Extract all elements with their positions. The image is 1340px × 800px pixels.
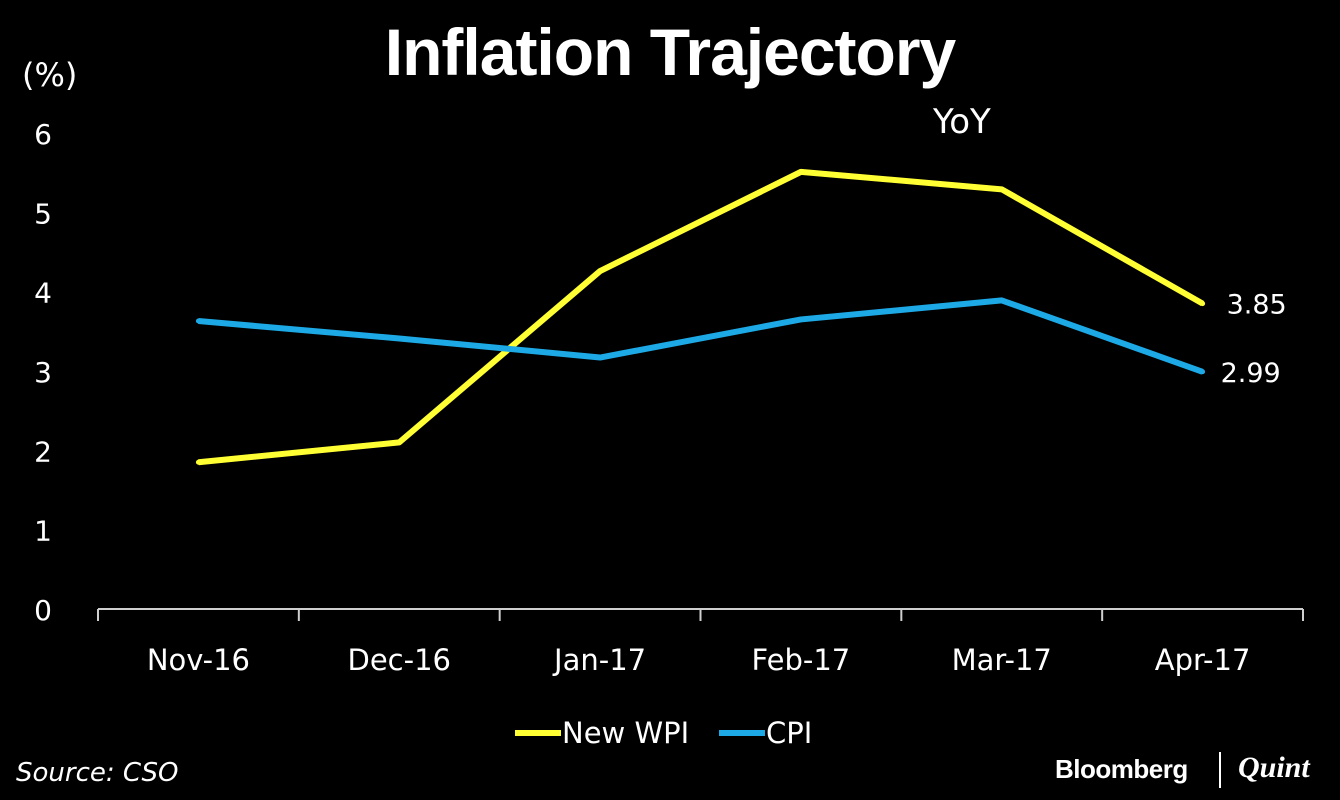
y-axis-label: (%) [22, 56, 78, 94]
x-tick-label: Apr-17 [1155, 643, 1251, 677]
x-tick-label: Nov-16 [147, 643, 250, 677]
legend-label: CPI [766, 716, 812, 750]
y-tick-label: 6 [34, 118, 52, 151]
y-tick-label: 4 [34, 277, 52, 310]
series-line-new-wpi [198, 168, 1205, 466]
data-point [999, 297, 1005, 303]
y-tick-label: 3 [34, 356, 52, 389]
series-line-cpi [198, 297, 1204, 375]
x-tick-label: Dec-16 [348, 643, 451, 677]
data-label: 3.85 [1227, 290, 1287, 321]
data-label: 2.99 [1221, 358, 1281, 389]
brand-divider [1219, 752, 1221, 788]
data-point [396, 439, 402, 445]
source-note: Source: CSO [16, 758, 179, 788]
data-point [195, 459, 201, 465]
data-point [999, 186, 1005, 192]
y-tick-label: 1 [34, 515, 52, 548]
data-point [798, 169, 804, 175]
brand-quint: Quint [1238, 751, 1310, 784]
data-point [597, 355, 603, 361]
data-point [1200, 301, 1206, 307]
data-point [1200, 369, 1206, 375]
data-point [798, 316, 804, 322]
chart-subtitle: YoY [933, 102, 991, 142]
y-tick-label: 0 [34, 594, 52, 627]
data-point [195, 318, 201, 324]
y-tick-label: 2 [34, 435, 52, 468]
legend-label: New WPI [562, 716, 689, 750]
data-point [597, 268, 603, 274]
brand-bloomberg: Bloomberg [1055, 754, 1188, 784]
x-tick-label: Jan-17 [552, 643, 646, 677]
chart-title: Inflation Trajectory [384, 15, 956, 89]
x-tick-label: Mar-17 [952, 643, 1052, 677]
x-tick-label: Feb-17 [752, 643, 851, 677]
y-tick-label: 5 [34, 197, 52, 230]
data-point [396, 335, 402, 341]
